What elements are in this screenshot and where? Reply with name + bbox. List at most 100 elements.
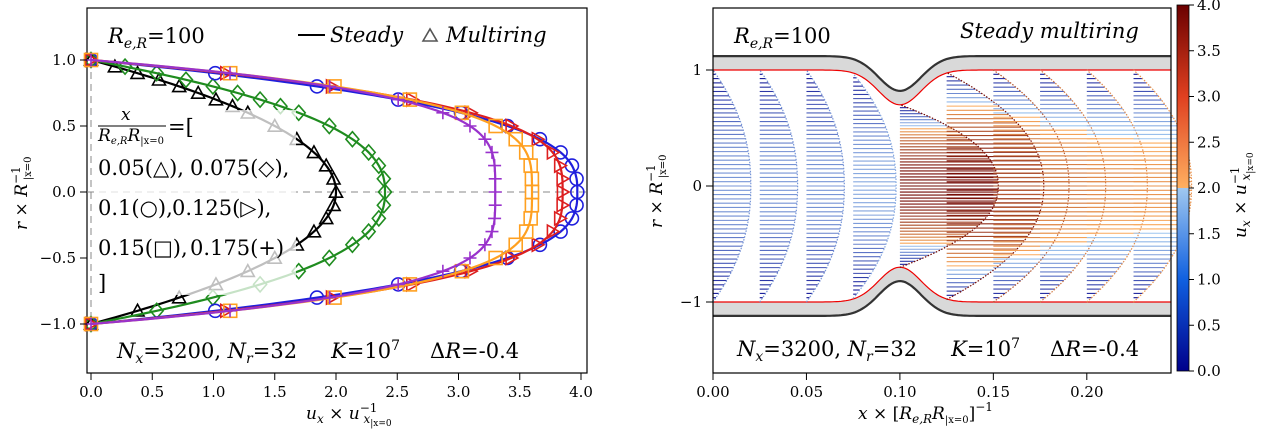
series-marker-0.175	[478, 238, 492, 252]
left-y-tick-label: 0.0	[52, 183, 76, 201]
left-x-tick-label: 3.0	[447, 383, 471, 401]
series-marker-0.175	[223, 304, 237, 318]
series-marker-0.125	[531, 236, 546, 253]
legend-multiring-marker	[421, 27, 439, 42]
right-x-axis-label: x × [Re,RR|x=0]−1	[858, 400, 993, 426]
left-y-tick-label: 1.0	[52, 51, 76, 69]
right-x-tick-label: 0.05	[790, 383, 823, 401]
series-marker-0.125	[546, 144, 561, 161]
series-marker-0.15	[454, 105, 470, 121]
right-y-tick-label: 1	[692, 61, 702, 79]
colorbar-ticks: 0.0 0.5 1.0 1.5 2.0 2.5 3.0 3.5 4.0	[1189, 0, 1221, 380]
series-marker-0.175	[488, 211, 502, 225]
series-marker-0.15	[454, 263, 470, 279]
ann-bracket-close: ]	[98, 271, 106, 295]
series-marker-0.075	[230, 84, 246, 102]
colorbar-tick-label: 2.5	[1197, 133, 1221, 151]
series-marker-0.125	[556, 197, 571, 214]
left-x-tick-label: 1.5	[263, 383, 287, 401]
right-chart: 0.00 0.05 0.10 0.15 0.20 −1 0 1 Re,R=100 Steady…	[644, 0, 1256, 426]
series-marker-0.15	[508, 237, 524, 253]
left-params: Nx=3200, Nr=32 K=107 ΔR=-0.4	[116, 338, 519, 367]
wall-inner-top	[713, 69, 1171, 106]
series-marker-0.05	[328, 183, 344, 198]
series-marker-0.125	[505, 250, 520, 266]
right-x-tick-label: 0.10	[883, 383, 916, 401]
right-velocity-profiles	[712, 69, 1193, 303]
series-marker-0.075	[371, 156, 387, 175]
series-marker-0.175	[323, 291, 337, 305]
right-y-tick-label: −1	[680, 293, 702, 311]
series-line-0.15	[90, 58, 534, 326]
colorbar-tick-label: 1.0	[1197, 271, 1221, 289]
right-steady-multiring-label: Steady multiring	[960, 19, 1139, 43]
colorbar	[1176, 4, 1190, 372]
legend-steady-label: Steady	[330, 23, 404, 47]
ann-row3: 0.15(□),	[98, 236, 188, 260]
left-x-axis-label: ux × u−1 x|x=0	[306, 401, 392, 429]
series-marker-0.075	[361, 222, 377, 241]
right-axis-ticks: 0.00 0.05 0.10 0.15 0.20 −1 0 1	[680, 61, 1104, 401]
series-marker-0.1	[532, 237, 548, 253]
left-y-tick-label: −0.5	[40, 249, 76, 267]
colorbar-tick-label: 4.0	[1197, 0, 1221, 14]
left-re-annotation: Re,R=100	[107, 24, 205, 52]
series-marker-0.15	[508, 131, 524, 147]
wall-outer-top	[713, 55, 1171, 93]
series-marker-0.075	[83, 315, 99, 333]
colorbar-tick-label: 3.5	[1197, 42, 1221, 60]
series-marker-0.05	[306, 144, 322, 159]
colorbar-label: ux × u−1x|x=0	[1228, 152, 1256, 238]
left-x-tick-label: 0.0	[79, 383, 103, 401]
right-geometry	[713, 55, 1171, 317]
series-marker-0.075	[321, 117, 337, 135]
series-marker-0.05	[318, 210, 335, 225]
profile-envelope	[806, 69, 845, 303]
series-marker-0.075	[83, 51, 99, 69]
ann-row3b: 0.175(+)	[190, 236, 284, 260]
series-marker-0.175	[478, 132, 492, 146]
series-marker-0.15	[488, 118, 503, 134]
left-x-tick-label: 0.5	[140, 383, 164, 401]
wall-top	[713, 56, 1171, 105]
series-marker-0.05	[190, 84, 207, 99]
series-marker-0.15	[488, 250, 503, 266]
profile-envelope	[1133, 69, 1193, 303]
ann-row1: 0.05(△),	[98, 156, 184, 180]
left-x-tick-label: 3.5	[508, 383, 532, 401]
series-marker-0.175	[223, 66, 237, 80]
profile-envelope	[759, 69, 799, 303]
left-y-tick-label: −1.0	[40, 315, 76, 333]
series-marker-0.1	[532, 131, 548, 147]
profile-envelope	[712, 69, 752, 303]
svg-text:=[: =[	[168, 115, 194, 139]
series-marker-0.175	[436, 264, 450, 278]
left-axis-ticks: 0.0 0.5 1.0 1.5 2.0 2.5 3.0 3.5 4.0 −1.0 −0.5 0.0 0.…	[40, 51, 593, 401]
series-marker-0.05	[171, 78, 188, 93]
series-marker-0.075	[149, 64, 165, 82]
wall-bottom	[713, 267, 1171, 316]
series-marker-0.175	[488, 198, 502, 212]
series-marker-0.1	[553, 145, 568, 160]
colorbar-tick-label: 0.0	[1197, 362, 1221, 380]
series-marker-0.125	[556, 170, 571, 187]
left-x-tick-label: 2.5	[385, 383, 409, 401]
series-marker-0.125	[553, 210, 569, 227]
series-marker-0.075	[344, 130, 360, 148]
series-marker-0.05	[318, 157, 335, 172]
series-marker-0.175	[463, 251, 477, 265]
series-marker-0.05	[129, 65, 146, 80]
series-marker-0.05	[325, 197, 342, 212]
series-marker-0.125	[556, 184, 571, 200]
ann-row1b: 0.075(◇),	[190, 156, 289, 180]
series-marker-0.15	[518, 224, 534, 239]
series-marker-0.075	[344, 236, 360, 254]
svg-text:x: x	[121, 105, 131, 125]
ann-row2: 0.1(○),	[98, 196, 173, 220]
series-marker-0.175	[436, 106, 450, 120]
ann-row2b: 0.125(▷),	[172, 196, 271, 220]
position-annotation: x Re,RR|x=0 =[ 0.05(△), 0.075(◇), 0.1(○)…	[96, 105, 296, 295]
series-marker-0.175	[391, 277, 405, 291]
right-plot-frame	[712, 7, 1172, 374]
